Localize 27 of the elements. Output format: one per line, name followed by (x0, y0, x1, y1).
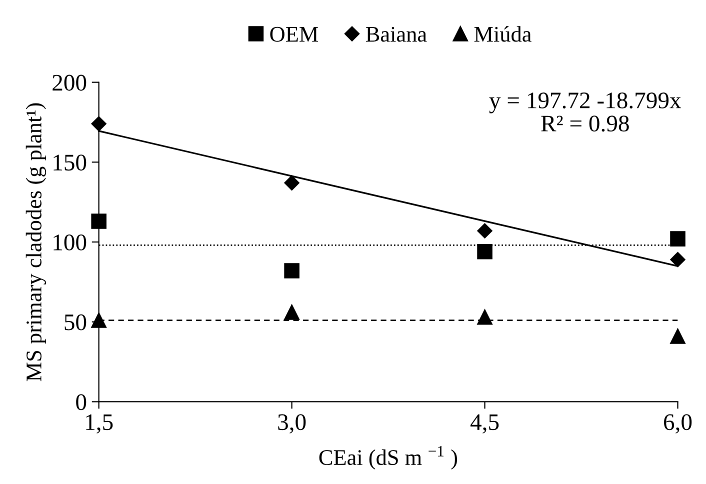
y-tick-label: 100 (54, 234, 86, 250)
point (670, 252, 686, 268)
point (284, 175, 300, 190)
legend-label: OEM (270, 26, 318, 42)
point (91, 214, 106, 229)
x-axis-title: CEai (dS m $^{−1}$ ) (319, 446, 458, 470)
x-tick-label: 1,5 (86, 414, 113, 434)
point (91, 116, 106, 132)
y-tick-label: 0 (76, 394, 86, 410)
x-tick-label: 6,0 (664, 414, 692, 434)
point (670, 328, 686, 344)
point (477, 244, 492, 260)
point (91, 312, 106, 328)
y-tick-label: 50 (64, 314, 86, 330)
point (477, 309, 492, 325)
legend-label: Baiana (366, 26, 427, 42)
x-tick-label: 4,5 (470, 414, 499, 434)
y-tick-label: 200 (52, 74, 86, 91)
annotation: y = 197.72 -18.799x R² = 0.98 (489, 92, 682, 132)
legend-label: Miúda (474, 26, 532, 42)
y-axis-title: MS primary cladodes (g plant¹) (26, 103, 46, 382)
x-tick-label: 3,0 (278, 414, 306, 434)
y-tick-label: 150 (54, 154, 86, 171)
point (284, 304, 300, 320)
point (284, 263, 300, 278)
point (670, 231, 686, 246)
point (477, 223, 492, 238)
